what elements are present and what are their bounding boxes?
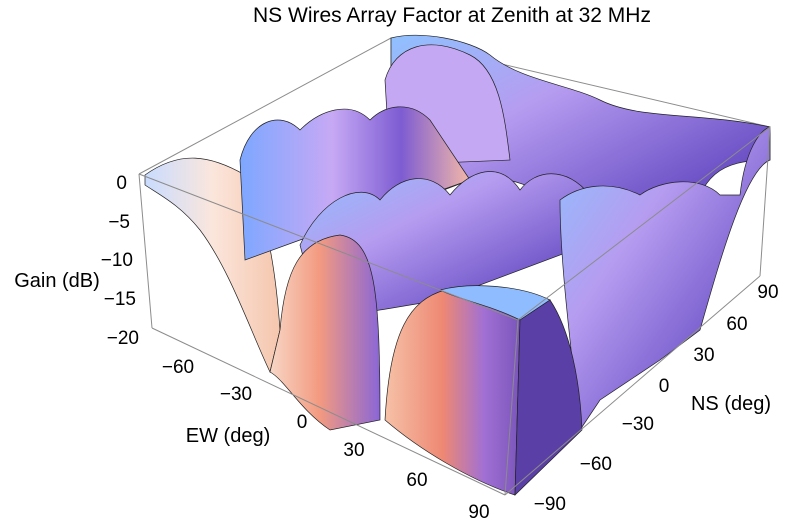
z-tick-label: −20: [107, 328, 139, 349]
chart-title: NS Wires Array Factor at Zenith at 32 MH…: [253, 4, 651, 27]
z-axis-ticks: 0 −5 −10 −15 −20: [101, 173, 139, 349]
z-tick-label: −5: [108, 212, 130, 233]
surface-front-dome-left: [270, 235, 380, 430]
y-tick-label: 90: [757, 282, 778, 303]
x-tick-label: 90: [468, 502, 489, 523]
y-tick-label: 60: [726, 314, 747, 335]
x-tick-label: −60: [162, 357, 194, 378]
x-tick-label: 60: [406, 470, 427, 491]
z-tick-label: −15: [104, 289, 136, 310]
z-tick-label: −10: [101, 250, 133, 271]
y-tick-label: −30: [622, 414, 654, 435]
y-tick-label: 0: [659, 376, 670, 397]
z-tick-label: 0: [116, 173, 127, 194]
x-tick-label: −30: [220, 384, 252, 405]
y-tick-label: −90: [534, 494, 566, 515]
y-axis-label: NS (deg): [691, 393, 771, 415]
z-axis-label: Gain (dB): [14, 270, 100, 292]
y-tick-label: −60: [580, 454, 612, 475]
x-tick-label: 30: [343, 440, 364, 461]
x-axis-label: EW (deg): [186, 425, 270, 447]
x-tick-label: 0: [297, 412, 308, 433]
y-tick-label: 30: [693, 345, 714, 366]
